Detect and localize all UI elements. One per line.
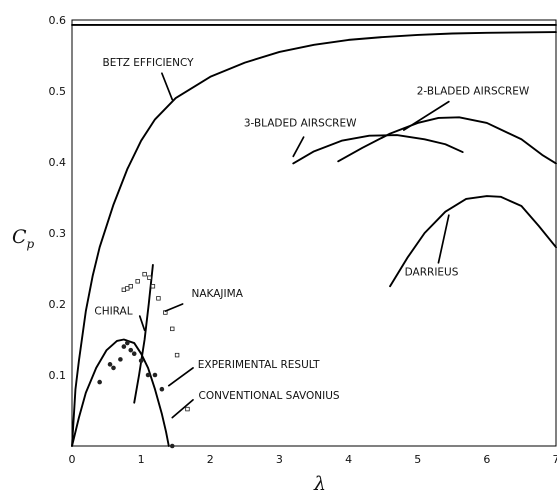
experimental-point (159, 386, 165, 392)
nakajima-point (150, 284, 156, 289)
nakajima-point (128, 284, 133, 289)
x-tick-label: 4 (345, 453, 352, 466)
leader-line (292, 136, 305, 158)
experimental-point (145, 372, 151, 378)
annotation-label: 2-BLADED AIRSCREW (417, 86, 530, 98)
annotation-label: 3-BLADED AIRSCREW (244, 118, 357, 130)
experimental-point (128, 347, 134, 353)
leader-line (167, 367, 194, 387)
plot-frame (71, 19, 557, 447)
nakajima-point (170, 326, 175, 332)
leader-line (403, 100, 450, 131)
y-tick-label: 0.1 (49, 369, 67, 382)
nakajima-point (185, 406, 190, 412)
series-line (337, 116, 557, 165)
x-tick-label: 3 (276, 453, 283, 466)
nakajima-point (156, 296, 161, 301)
annotation-label: NAKAJIMA (192, 288, 244, 300)
annotation-label: EXPERIMENTAL RESULT (198, 359, 320, 371)
annotation-label: CHIRAL (94, 306, 132, 318)
annotation-label: BETZ EFFICIENCY (103, 57, 195, 69)
x-tick-label: 6 (483, 453, 490, 466)
series-line (133, 264, 154, 404)
experimental-point (97, 379, 102, 385)
experimental-point (131, 351, 137, 357)
nakajima-point (142, 271, 147, 277)
experimental-point (118, 357, 123, 362)
series-line (71, 31, 557, 447)
series-line (292, 134, 464, 165)
series-line (71, 338, 170, 447)
annotation-label: DARRIEUS (405, 267, 459, 279)
experimental-point (138, 358, 144, 364)
leader-line (138, 315, 146, 332)
leader-line (437, 214, 450, 264)
y-axis-label: Cp (12, 226, 35, 251)
y-tick-label: 0.3 (49, 227, 67, 240)
x-tick-label: 5 (414, 453, 421, 466)
x-tick-label: 2 (207, 453, 214, 466)
nakajima-point (147, 275, 152, 280)
annotations: BETZ EFFICIENCY 2-BLADED AIRSCREW 3-BLADED… (94, 57, 530, 402)
experimental-point (125, 340, 130, 346)
experimental-point (111, 365, 116, 371)
experimental-point (169, 443, 175, 449)
leader-line (161, 72, 174, 101)
x-axis-label: λ (313, 473, 326, 495)
y-tick-label: 0.6 (49, 14, 67, 27)
x-tick-label: 0 (69, 453, 76, 466)
y-tick-label: 0.2 (49, 298, 67, 311)
axis-ticks: 0 1 2 3 4 5 6 7 0.1 0.2 0.3 0.4 0.5 0.6 (49, 14, 557, 466)
leader-line (164, 303, 184, 312)
experimental-point (121, 344, 127, 349)
experimental-point (107, 362, 113, 367)
chart-curves (71, 24, 557, 447)
y-tick-label: 0.5 (49, 85, 67, 98)
x-tick-label: 1 (138, 453, 145, 466)
annotation-label: CONVENTIONAL SAVONIUS (199, 390, 340, 402)
y-axis-label-subscript: p (27, 237, 35, 251)
plot-area-border (71, 19, 557, 447)
nakajima-point (174, 352, 180, 358)
y-axis-label-main: C (12, 226, 27, 248)
annotation-leaders (138, 72, 450, 419)
experimental-point (152, 372, 158, 378)
x-tick-label: 7 (553, 453, 557, 466)
series-line (389, 195, 557, 288)
leader-line (171, 399, 194, 419)
nakajima-point (135, 279, 140, 284)
chart-markers (97, 271, 190, 449)
y-tick-label: 0.4 (49, 156, 67, 169)
